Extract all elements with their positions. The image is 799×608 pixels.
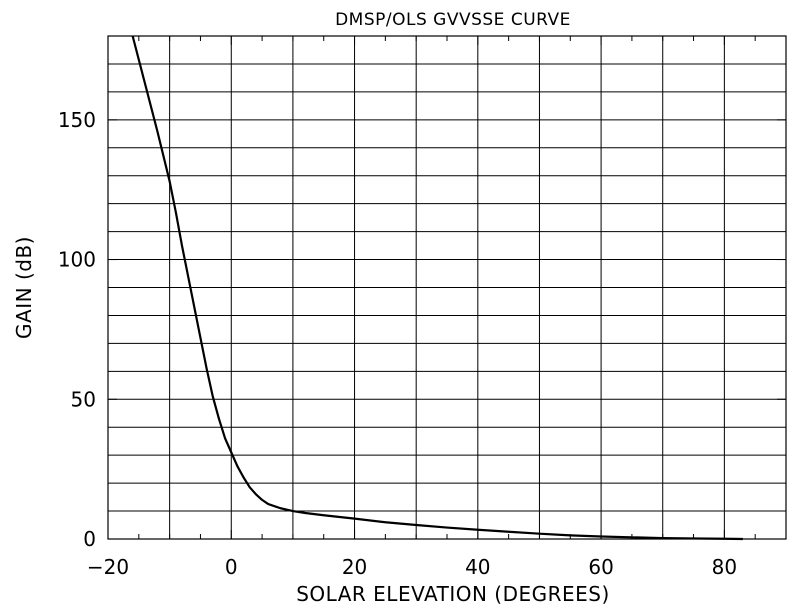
plot-frame [107,35,787,540]
x-tick-label: 20 [342,555,367,579]
chart-title: DMSP/OLS GVVSSE CURVE [335,10,571,30]
y-tick-label: 100 [58,248,96,272]
grid [108,36,786,539]
y-axis-label: GAIN (dB) [12,236,36,339]
gain-curve-line [131,35,743,541]
y-tick-label: 150 [58,108,96,132]
y-tick-label: 0 [83,527,96,551]
x-tick-label: 0 [225,555,238,579]
tick-labels: −20 0 20 40 60 80 0 50 100 150 [58,108,737,579]
x-axis-label: SOLAR ELEVATION (DEGREES) [296,582,610,606]
x-tick-label: 40 [465,555,490,579]
x-tick-label: 60 [588,555,613,579]
y-tick-label: 50 [71,387,96,411]
x-tick-label: −20 [87,555,129,579]
x-tick-label: 80 [712,555,737,579]
series-layer [131,35,743,541]
